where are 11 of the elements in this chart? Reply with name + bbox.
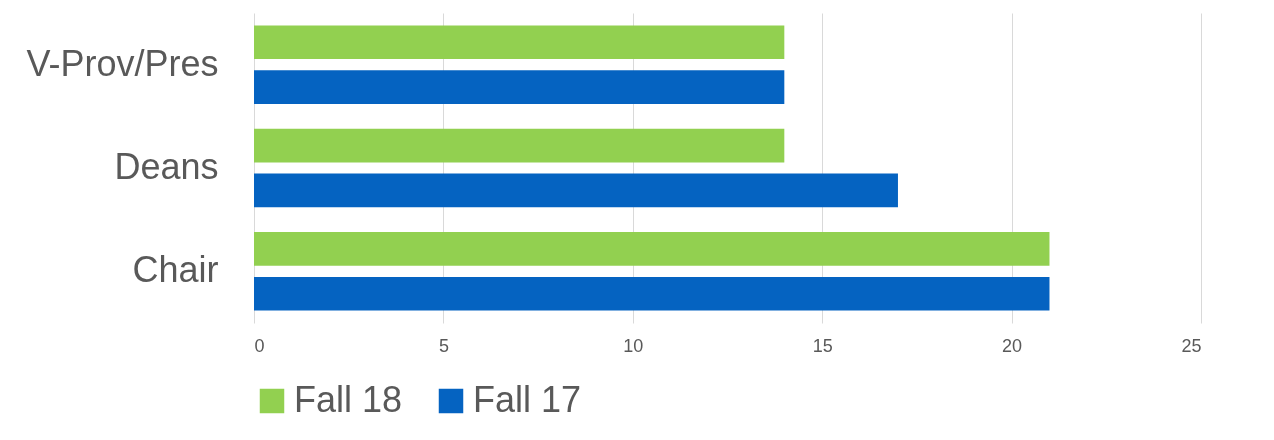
x-tick-label: 20 bbox=[1002, 335, 1023, 356]
x-tick-label: 15 bbox=[812, 335, 833, 356]
y-tick-label: V-Prov/Pres bbox=[26, 42, 219, 84]
legend-label: Fall 18 bbox=[294, 379, 403, 420]
x-tick-label: 0 bbox=[254, 335, 265, 356]
y-tick-label: Chair bbox=[132, 249, 219, 291]
x-tick-label: 10 bbox=[623, 335, 644, 356]
x-tick-label: 25 bbox=[1181, 335, 1202, 356]
y-tick-label: Deans bbox=[114, 146, 219, 187]
legend-label: Fall 17 bbox=[473, 379, 582, 420]
x-tick-label: 5 bbox=[438, 335, 449, 356]
